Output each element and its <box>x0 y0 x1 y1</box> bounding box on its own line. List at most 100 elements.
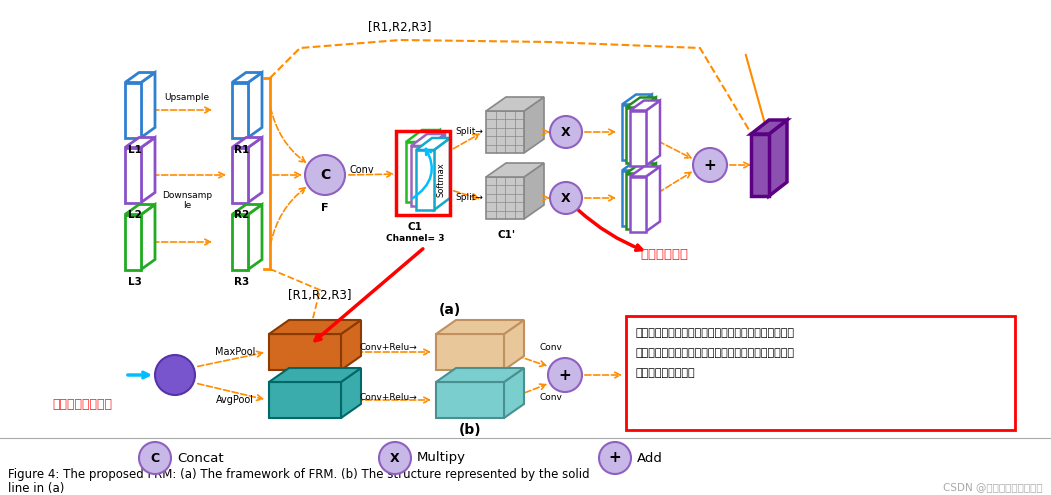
Polygon shape <box>622 95 652 104</box>
Polygon shape <box>341 368 360 418</box>
Text: Split→: Split→ <box>455 128 483 137</box>
Polygon shape <box>486 111 524 153</box>
Polygon shape <box>524 97 544 153</box>
Text: +: + <box>703 157 717 172</box>
Polygon shape <box>416 150 434 210</box>
Polygon shape <box>269 382 341 418</box>
Circle shape <box>550 182 582 214</box>
Polygon shape <box>248 138 262 202</box>
Text: (a): (a) <box>439 303 461 317</box>
Text: MaxPool: MaxPool <box>214 347 255 357</box>
Polygon shape <box>638 160 652 226</box>
Text: (b): (b) <box>458 423 481 437</box>
Polygon shape <box>622 104 638 159</box>
Polygon shape <box>416 138 450 150</box>
Circle shape <box>154 355 195 395</box>
Circle shape <box>305 155 345 195</box>
Text: Split→: Split→ <box>455 194 483 202</box>
Text: +: + <box>559 367 572 383</box>
Text: C1: C1 <box>408 222 423 232</box>
Text: C: C <box>320 168 330 182</box>
Text: CSDN @一名不想学习的学渣: CSDN @一名不想学习的学渣 <box>944 482 1043 492</box>
Polygon shape <box>646 100 660 165</box>
Text: Downsamp
le: Downsamp le <box>162 191 212 210</box>
Polygon shape <box>424 130 440 202</box>
Polygon shape <box>486 177 524 219</box>
Polygon shape <box>232 138 262 148</box>
Polygon shape <box>642 163 656 229</box>
Polygon shape <box>232 72 262 83</box>
Polygon shape <box>630 177 646 232</box>
Polygon shape <box>125 148 141 202</box>
Text: X: X <box>390 451 399 464</box>
Text: Multipy: Multipy <box>417 451 466 464</box>
Polygon shape <box>232 83 248 138</box>
Polygon shape <box>504 368 524 418</box>
Polygon shape <box>232 148 248 202</box>
Text: 空间净化模块: 空间净化模块 <box>640 248 688 261</box>
Polygon shape <box>125 204 154 214</box>
Polygon shape <box>269 334 341 370</box>
Text: R1: R1 <box>234 145 250 155</box>
Polygon shape <box>524 163 544 219</box>
Polygon shape <box>269 368 360 382</box>
Circle shape <box>548 358 582 392</box>
Polygon shape <box>646 166 660 232</box>
Text: Figure 4: The proposed FRM: (a) The framework of FRM. (b) The structure represen: Figure 4: The proposed FRM: (a) The fram… <box>8 468 590 481</box>
Text: F: F <box>322 203 329 213</box>
Text: Add: Add <box>637 451 663 464</box>
Polygon shape <box>630 166 660 177</box>
Polygon shape <box>248 204 262 269</box>
Text: Conv: Conv <box>540 394 563 402</box>
Circle shape <box>693 148 727 182</box>
Polygon shape <box>638 95 652 159</box>
Text: line in (a): line in (a) <box>8 482 64 495</box>
Polygon shape <box>269 320 360 334</box>
Text: X: X <box>561 192 571 204</box>
Polygon shape <box>141 204 154 269</box>
Polygon shape <box>486 163 544 177</box>
Text: Upsample: Upsample <box>164 93 209 102</box>
Text: L3: L3 <box>128 277 142 287</box>
Polygon shape <box>411 134 445 146</box>
Polygon shape <box>626 98 656 107</box>
Polygon shape <box>436 382 504 418</box>
Polygon shape <box>751 134 769 196</box>
Circle shape <box>599 442 631 474</box>
Polygon shape <box>626 174 642 229</box>
Polygon shape <box>406 142 424 202</box>
FancyBboxPatch shape <box>626 316 1015 430</box>
Polygon shape <box>248 72 262 138</box>
Polygon shape <box>434 138 450 210</box>
Polygon shape <box>232 204 262 214</box>
Text: +: + <box>609 450 621 465</box>
Polygon shape <box>141 138 154 202</box>
Circle shape <box>379 442 411 474</box>
Circle shape <box>139 442 171 474</box>
Polygon shape <box>751 120 787 134</box>
Text: R2: R2 <box>234 210 250 220</box>
Polygon shape <box>642 98 656 162</box>
Text: L2: L2 <box>128 210 142 220</box>
Text: 低多尺度表达的能力: 低多尺度表达的能力 <box>636 368 696 378</box>
Polygon shape <box>486 97 544 111</box>
Text: C1': C1' <box>498 230 516 240</box>
Polygon shape <box>436 368 524 382</box>
Polygon shape <box>125 138 154 148</box>
Polygon shape <box>626 107 642 162</box>
Polygon shape <box>232 214 248 269</box>
Polygon shape <box>436 334 504 370</box>
Text: 不同尺度的特征会带来大量的冗余信息和冲突信息，降: 不同尺度的特征会带来大量的冗余信息和冲突信息，降 <box>636 348 795 358</box>
Polygon shape <box>429 134 445 206</box>
Text: L1: L1 <box>128 145 142 155</box>
Text: Conv+Relu→: Conv+Relu→ <box>360 394 417 402</box>
Polygon shape <box>341 320 360 370</box>
Text: C: C <box>150 451 160 464</box>
Polygon shape <box>411 146 429 206</box>
Text: AvgPool: AvgPool <box>217 395 254 405</box>
Polygon shape <box>769 120 787 196</box>
Polygon shape <box>125 72 154 83</box>
Polygon shape <box>630 100 660 110</box>
Text: X: X <box>561 126 571 139</box>
Polygon shape <box>141 72 154 138</box>
